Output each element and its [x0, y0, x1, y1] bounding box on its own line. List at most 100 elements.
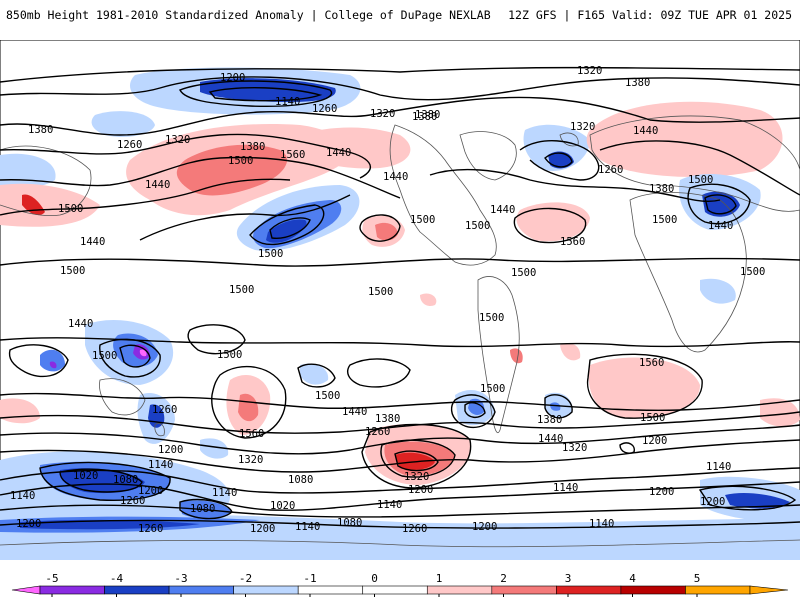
contour-line — [380, 439, 456, 478]
contour-line — [179, 498, 233, 520]
contour-label: 1080 — [113, 474, 138, 486]
contour-line — [359, 214, 401, 242]
contour-line — [519, 140, 600, 181]
anomaly-blob-neg — [40, 349, 65, 372]
colorbar-tick-label: -2 — [239, 572, 252, 585]
contour-line — [0, 66, 800, 83]
contour-label: 1380 — [412, 111, 437, 123]
contour-label: 1020 — [73, 470, 98, 482]
contour-label: 1380 — [537, 414, 562, 426]
contour-line — [0, 504, 800, 518]
contour-line — [211, 365, 287, 439]
contour-label: 1200 — [700, 496, 725, 508]
contour-line — [0, 133, 372, 179]
contour-label: 1560 — [239, 428, 264, 440]
anomaly-blob-neg — [725, 492, 790, 509]
coastline — [389, 124, 497, 266]
colorbar-segment — [297, 585, 364, 595]
contour-label: 1440 — [538, 433, 563, 445]
contour-label: 1320 — [404, 471, 429, 483]
contour-label: 1500 — [229, 284, 254, 296]
contour-line — [208, 87, 323, 102]
contour-label: 1500 — [58, 203, 83, 215]
contour-line — [0, 481, 800, 511]
colorbar-tick-label: 3 — [565, 572, 572, 585]
contour-label: 1440 — [80, 236, 105, 248]
colorbar-tick-label: 4 — [629, 572, 636, 585]
contour-label: 1500 — [479, 312, 504, 324]
colorbar-tick-label: 0 — [371, 572, 378, 585]
contour-label: 1500 — [480, 383, 505, 395]
coastlines — [0, 115, 800, 548]
contour-label: 1380 — [240, 141, 265, 153]
contour-label: 1380 — [375, 413, 400, 425]
contour-label: 1500 — [465, 220, 490, 232]
contour-label: 1440 — [326, 147, 351, 159]
anomaly-blob-pos — [238, 393, 259, 422]
contour-line — [179, 80, 333, 108]
contour-label: 1500 — [217, 349, 242, 361]
contour-label: 1500 — [60, 265, 85, 277]
contour-line — [0, 96, 800, 136]
contour-label: 1200 — [220, 72, 245, 84]
contour-label: 1380 — [625, 77, 650, 89]
colorbar: -5 -4 -3 -2 -1 0 1 2 3 4 5 — [11, 572, 789, 597]
contour-label: 1380 — [415, 109, 440, 121]
anomaly-blob-neg — [139, 349, 147, 357]
contour-label: 1260 — [312, 103, 337, 115]
contour-label: 1320 — [370, 108, 395, 120]
contour-label: 1200 — [408, 484, 433, 496]
contour-label: 1500 — [740, 266, 765, 278]
anomaly-blob-neg — [59, 468, 146, 494]
colorbar-tick-label: -1 — [303, 572, 316, 585]
header-bar: 850mb Height 1981-2010 Standardized Anom… — [0, 0, 800, 30]
anomaly-blob-neg — [700, 278, 736, 304]
contour-label: 1200 — [472, 521, 497, 533]
contour-line — [347, 358, 411, 388]
contour-line — [361, 423, 472, 489]
contour-label: 1260 — [365, 426, 390, 438]
contour-label: 1140 — [275, 96, 300, 108]
contour-label: 1200 — [250, 523, 275, 535]
anomaly-blob-neg — [200, 438, 229, 459]
anomaly-blob-pos — [375, 222, 398, 241]
contour-line — [704, 194, 737, 215]
contour-line — [269, 217, 311, 239]
contour-label: 1500 — [511, 267, 536, 279]
contour-label: 1500 — [688, 174, 713, 186]
contour-label: 1320 — [165, 134, 190, 146]
anomaly-blob-neg — [523, 124, 590, 171]
contour-line — [513, 207, 587, 244]
anomaly-blob-pos — [560, 343, 581, 361]
contour-line — [249, 204, 325, 246]
anomaly-blob-neg — [550, 402, 561, 411]
contour-label: 1440 — [490, 204, 515, 216]
coastline — [154, 422, 165, 437]
contour-label: 1440 — [708, 220, 733, 232]
anomaly-blob-pos — [760, 398, 800, 427]
contour-line — [586, 353, 703, 419]
contour-label: 1500 — [368, 286, 393, 298]
contour-label: 1560 — [560, 236, 585, 248]
coastline — [589, 115, 800, 212]
contour-label: 1140 — [377, 499, 402, 511]
contour-label: 1440 — [342, 406, 367, 418]
contour-label: 1140 — [212, 487, 237, 499]
contour-line — [450, 394, 496, 429]
contour-line — [429, 168, 721, 203]
colorbar-segment — [491, 585, 557, 595]
contour-label: 1200 — [138, 485, 163, 497]
contour-line — [119, 344, 151, 368]
contour-label: 1320 — [238, 454, 263, 466]
coastline — [0, 539, 800, 548]
contour-line — [544, 152, 573, 168]
contour-label: 1080 — [288, 474, 313, 486]
colorbar-tick-label: 2 — [500, 572, 507, 585]
colorbar-segment — [685, 585, 751, 595]
contour-label: 1260 — [138, 523, 163, 535]
colorbar-segment — [426, 585, 493, 595]
contour-line — [0, 411, 800, 434]
contour-line — [687, 183, 751, 225]
contour-line — [59, 468, 143, 493]
anomaly-blob-pos — [296, 127, 411, 169]
